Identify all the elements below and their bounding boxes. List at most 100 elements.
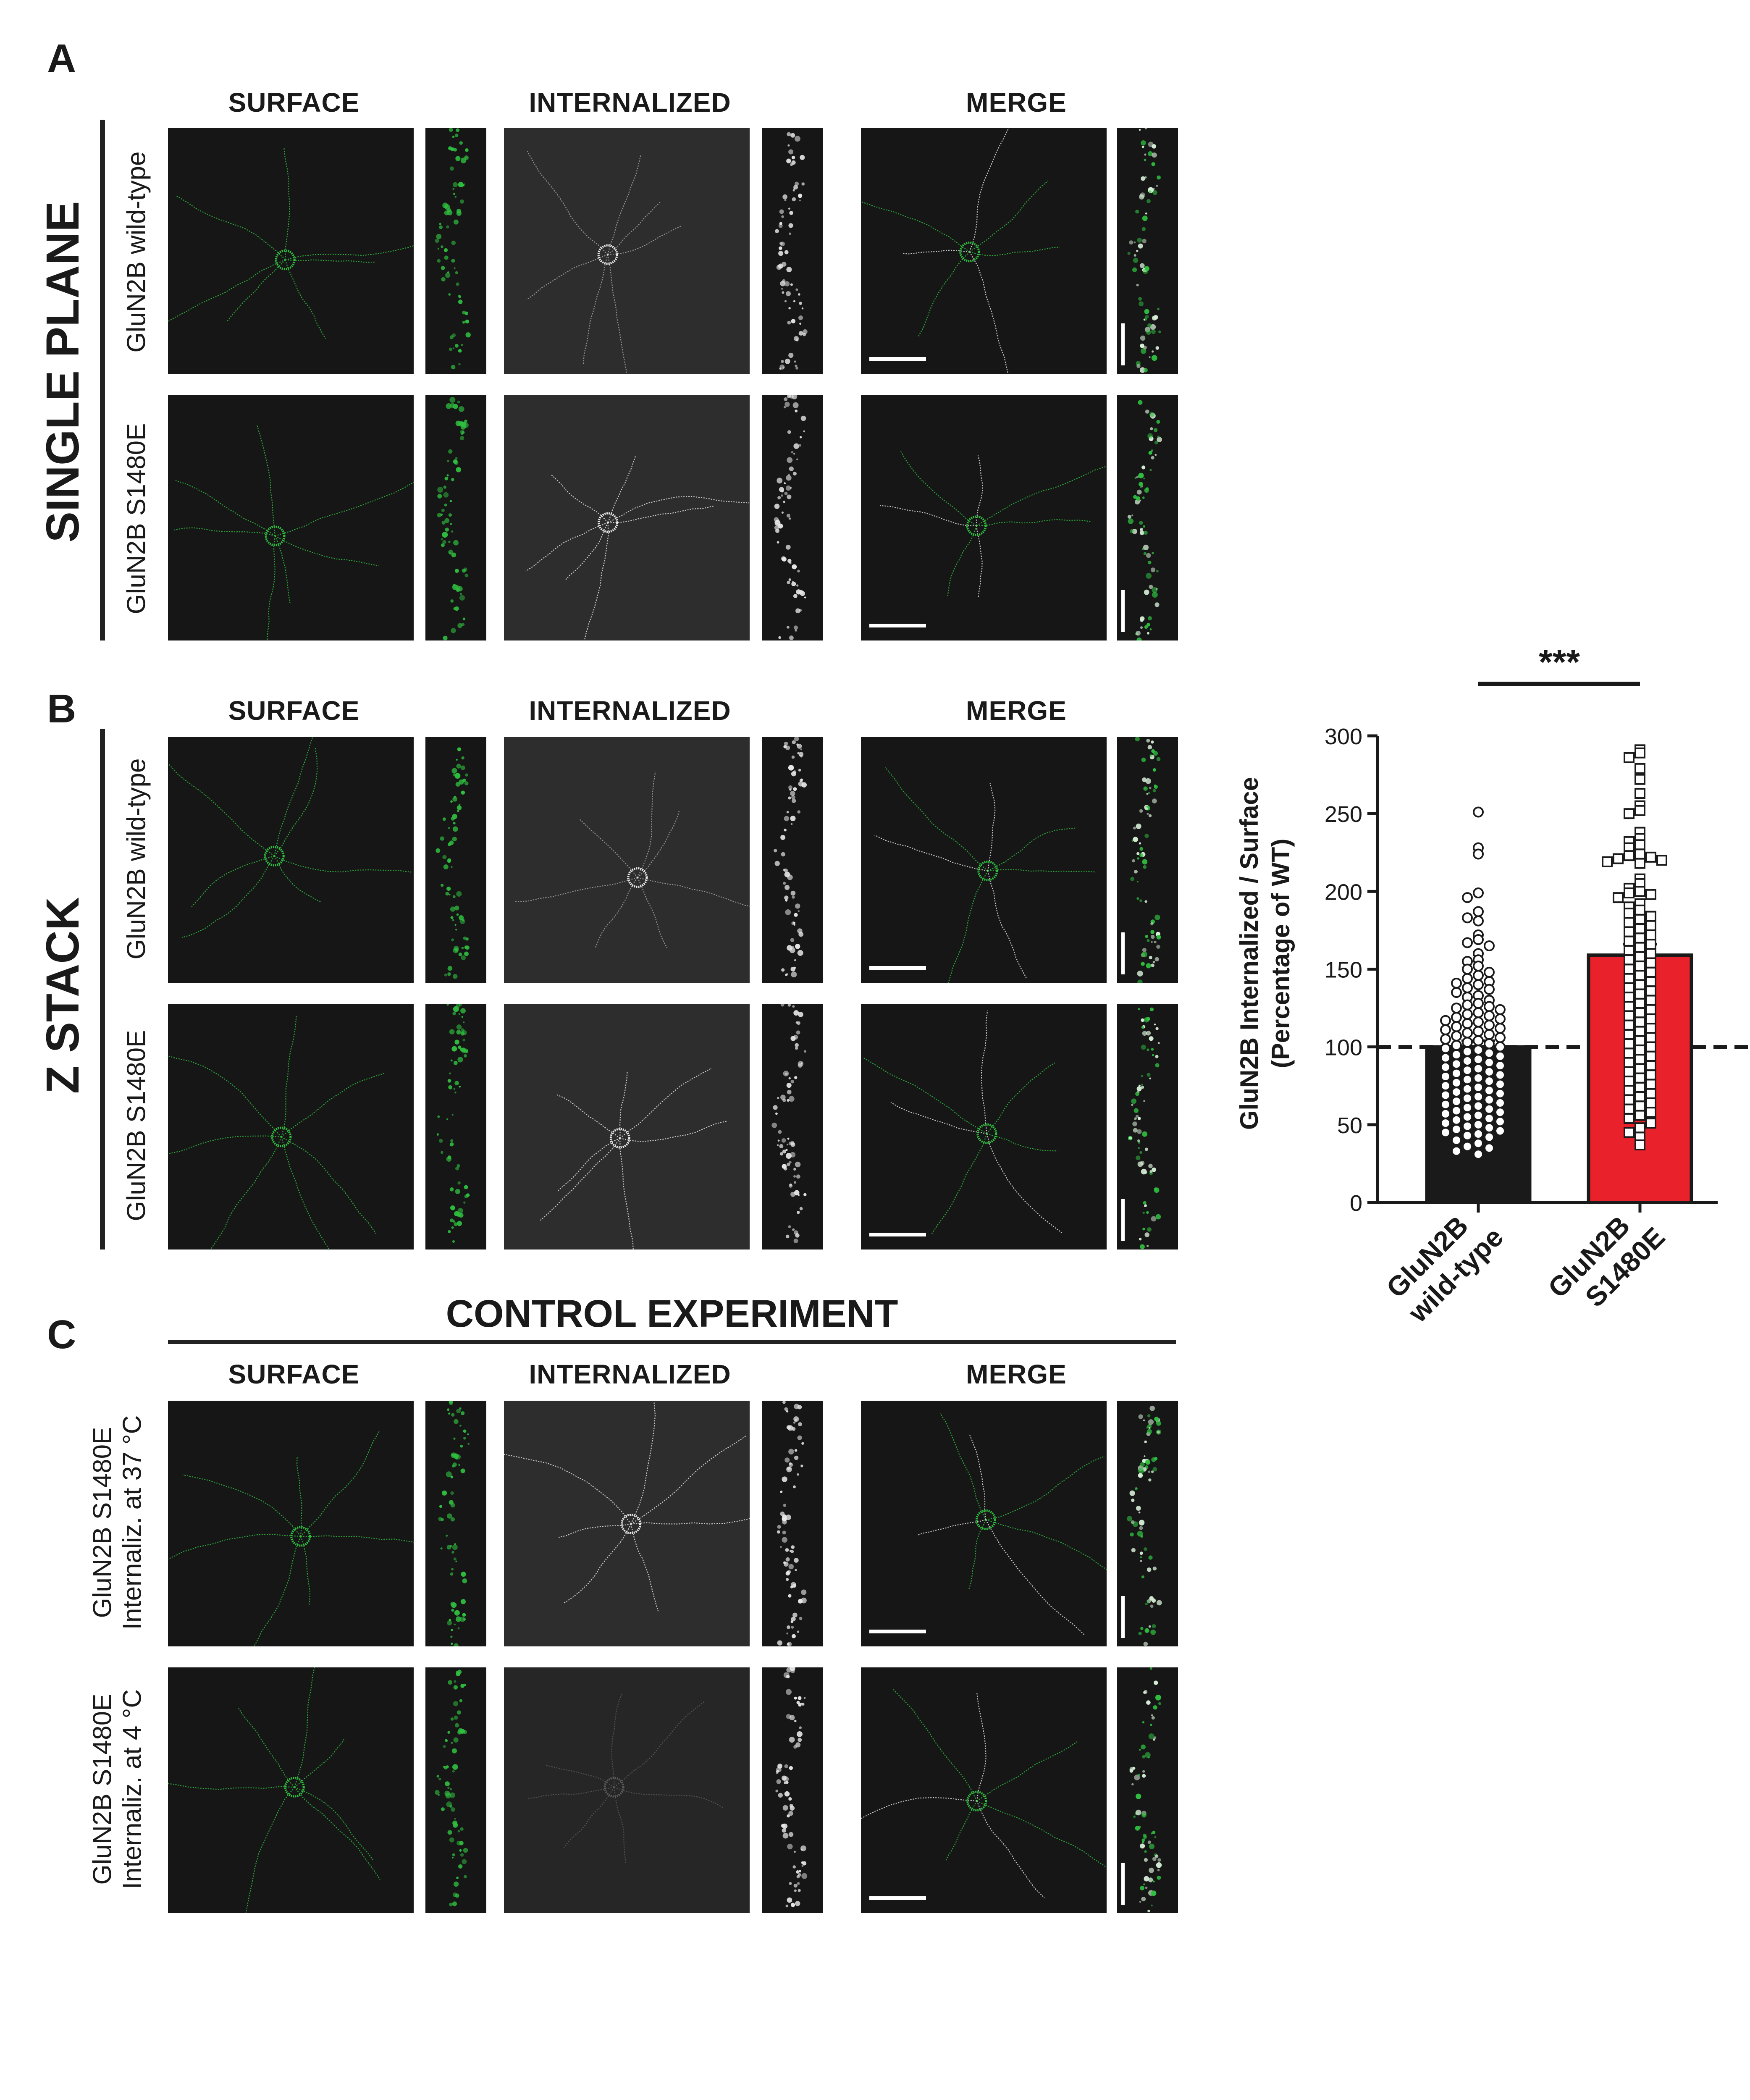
data-point-wild-type bbox=[1473, 915, 1484, 927]
data-point-s1480e bbox=[1635, 988, 1645, 1000]
data-point-s1480e bbox=[1624, 887, 1635, 899]
data-point-wild-type bbox=[1495, 1050, 1506, 1062]
data-point-wild-type bbox=[1484, 1010, 1495, 1021]
data-point-wild-type bbox=[1473, 1110, 1484, 1121]
row-label-a2: GluN2B S1480E bbox=[122, 423, 151, 614]
data-point-s1480e bbox=[1624, 1085, 1635, 1096]
chart-significance: *** bbox=[1478, 642, 1640, 686]
micrograph-surface-strip-row1 bbox=[425, 128, 486, 374]
micrograph-surface-strip-row5 bbox=[425, 1401, 486, 1646]
micrograph-internal-strip-row5 bbox=[762, 1401, 823, 1646]
data-point-wild-type bbox=[1462, 963, 1473, 975]
data-point-s1480e bbox=[1624, 1127, 1635, 1138]
col-header-merge: MERGE bbox=[966, 87, 1067, 118]
micrograph-merge-strip-row5 bbox=[1117, 1401, 1178, 1646]
micrograph-surface-neuron-row3 bbox=[168, 737, 414, 983]
data-point-s1480e bbox=[1645, 1118, 1656, 1129]
side-title-z-stack: Z STACK bbox=[37, 897, 89, 1094]
data-point-s1480e bbox=[1635, 763, 1645, 774]
row-label-b1: GluN2B wild-type bbox=[122, 758, 151, 960]
data-point-wild-type bbox=[1495, 1079, 1506, 1090]
data-point-s1480e bbox=[1624, 752, 1635, 763]
micrograph-internal-strip-row3 bbox=[762, 737, 823, 983]
data-point-s1480e bbox=[1635, 1122, 1645, 1134]
data-point-s1480e bbox=[1624, 1047, 1635, 1059]
data-point-wild-type bbox=[1462, 892, 1473, 903]
data-point-wild-type bbox=[1462, 1074, 1473, 1085]
micrograph-surface-strip-row6 bbox=[425, 1667, 486, 1913]
data-point-wild-type bbox=[1440, 1043, 1451, 1054]
chart-points bbox=[1440, 744, 1667, 1160]
scale-bar-horizontal bbox=[869, 1896, 926, 1900]
data-point-s1480e bbox=[1635, 942, 1645, 953]
data-point-wild-type bbox=[1451, 1003, 1462, 1014]
data-point-wild-type bbox=[1484, 1047, 1495, 1059]
data-point-s1480e bbox=[1624, 808, 1635, 819]
data-point-s1480e bbox=[1635, 1100, 1645, 1112]
data-point-wild-type bbox=[1473, 1045, 1484, 1056]
data-point-s1480e bbox=[1645, 1079, 1656, 1090]
micrograph-surface-neuron-row2 bbox=[168, 395, 414, 640]
data-point-wild-type bbox=[1473, 1091, 1484, 1102]
col-header-internalized: INTERNALIZED bbox=[529, 87, 731, 118]
data-point-wild-type bbox=[1473, 906, 1484, 917]
data-point-s1480e bbox=[1624, 917, 1635, 928]
data-point-s1480e bbox=[1624, 963, 1635, 975]
panel-a-bracket bbox=[100, 120, 105, 640]
data-point-wild-type bbox=[1440, 1089, 1451, 1101]
data-point-s1480e bbox=[1645, 929, 1656, 941]
data-point-wild-type bbox=[1484, 1131, 1495, 1143]
micrograph-merge-strip-row1 bbox=[1117, 128, 1178, 374]
data-point-wild-type bbox=[1484, 1057, 1495, 1068]
data-point-wild-type bbox=[1473, 979, 1484, 990]
data-point-wild-type bbox=[1440, 1024, 1451, 1035]
data-point-wild-type bbox=[1473, 1016, 1484, 1028]
data-point-wild-type bbox=[1473, 1129, 1484, 1140]
y-tick-label: 200 bbox=[1325, 879, 1362, 905]
data-point-s1480e bbox=[1635, 774, 1645, 785]
y-tick-label: 300 bbox=[1325, 724, 1362, 749]
micrograph-internal-strip-row2 bbox=[762, 395, 823, 640]
data-point-wild-type bbox=[1495, 1060, 1506, 1071]
y-tick-label: 0 bbox=[1350, 1191, 1362, 1216]
data-point-wild-type bbox=[1473, 1100, 1484, 1112]
data-point-wild-type bbox=[1495, 1032, 1506, 1043]
data-point-s1480e bbox=[1624, 982, 1635, 993]
y-tick-label: 50 bbox=[1337, 1113, 1362, 1138]
data-point-wild-type bbox=[1451, 1021, 1462, 1032]
data-point-wild-type bbox=[1451, 1049, 1462, 1060]
data-point-s1480e bbox=[1624, 1057, 1635, 1068]
data-point-s1480e bbox=[1645, 1107, 1656, 1118]
micrograph-surface-strip-row2 bbox=[425, 395, 486, 640]
data-point-s1480e bbox=[1624, 1038, 1635, 1050]
micrograph-internal-strip-row4 bbox=[762, 1004, 823, 1250]
data-point-wild-type bbox=[1484, 966, 1495, 978]
scale-bar-vertical bbox=[1121, 590, 1125, 632]
micrograph-surface-strip-row3 bbox=[425, 737, 486, 983]
row-label-c1: GluN2B S1480E Internaliz. at 37 °C bbox=[88, 1415, 148, 1630]
data-point-wild-type bbox=[1440, 1127, 1451, 1138]
scale-bar-horizontal bbox=[869, 1233, 926, 1236]
data-point-s1480e bbox=[1635, 1026, 1645, 1037]
data-point-wild-type bbox=[1440, 1034, 1451, 1045]
data-point-s1480e bbox=[1645, 1023, 1656, 1034]
data-point-wild-type bbox=[1473, 1035, 1484, 1046]
data-point-wild-type bbox=[1451, 1030, 1462, 1042]
data-point-s1480e bbox=[1624, 973, 1635, 984]
row-label-b2: GluN2B S1480E bbox=[122, 1030, 151, 1221]
data-point-s1480e bbox=[1635, 970, 1645, 981]
data-point-wild-type bbox=[1440, 1061, 1451, 1073]
data-point-s1480e bbox=[1635, 858, 1645, 869]
data-point-s1480e bbox=[1645, 1050, 1656, 1062]
data-point-wild-type bbox=[1462, 1037, 1473, 1048]
data-point-s1480e bbox=[1645, 976, 1656, 987]
data-point-wild-type bbox=[1473, 1082, 1484, 1093]
row-label-a1: GluN2B wild-type bbox=[122, 151, 151, 353]
data-point-wild-type bbox=[1473, 1149, 1484, 1160]
data-point-wild-type bbox=[1473, 1063, 1484, 1074]
data-point-wild-type bbox=[1451, 1012, 1462, 1023]
data-point-wild-type bbox=[1451, 1134, 1462, 1146]
data-point-s1480e bbox=[1645, 851, 1656, 863]
